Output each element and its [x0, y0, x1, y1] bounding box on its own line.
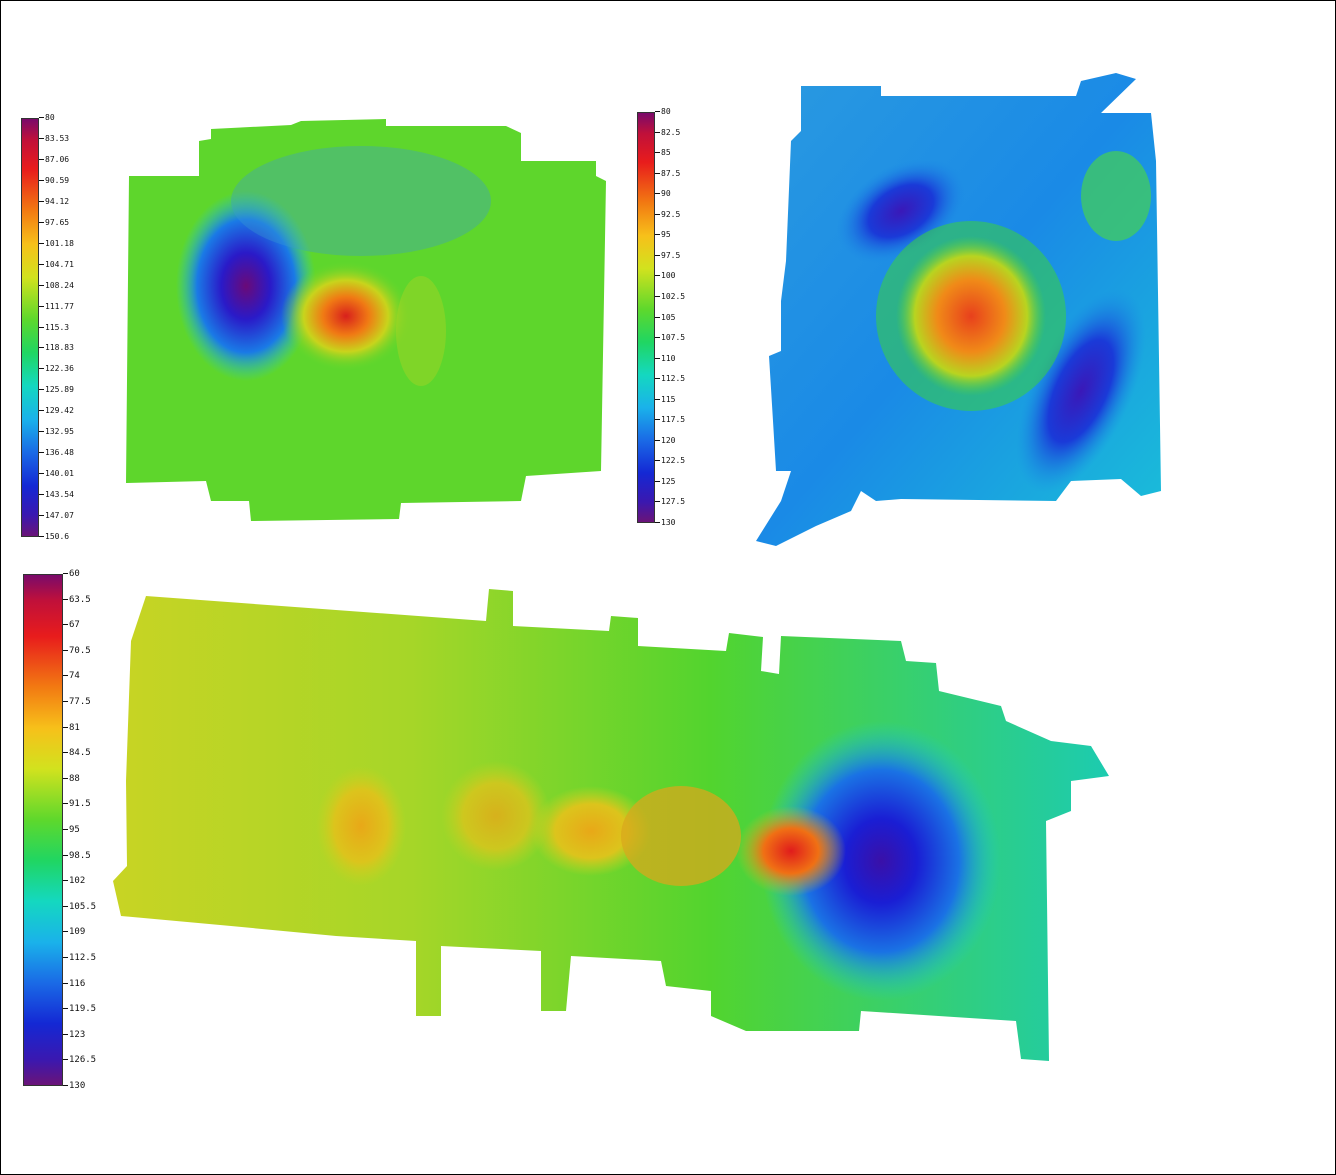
scale-tick-label: 87.5 [654, 168, 681, 178]
scale-tick-label: 74 [63, 671, 80, 682]
scale-tick-label: 109 [62, 927, 86, 938]
scale-tick-label: 80 [39, 113, 55, 122]
scale-tick-label: 115.3 [38, 322, 70, 332]
scale-tick-label: 122.5 [654, 456, 686, 466]
scale-tick-label: 110 [654, 353, 676, 363]
scale-tick-label: 122.36 [39, 364, 74, 374]
scale-tick-label: 94.12 [38, 196, 70, 206]
scale-tick-label: 126.5 [62, 1055, 97, 1066]
scale-tick-label: 82.5 [654, 127, 681, 137]
scale-tick-label: 130 [654, 518, 676, 527]
scale-tick-label: 102 [62, 876, 86, 887]
scale-tick-label: 84.5 [63, 748, 91, 759]
scale-tick-label: 143.54 [39, 490, 74, 500]
color-ramp [21, 118, 39, 537]
scale-tick-label: 90 [655, 189, 671, 199]
color-scale-top-left [21, 118, 39, 537]
scale-tick-label: 95 [655, 230, 671, 240]
scale-tick-label: 80 [655, 107, 671, 116]
scale-tick-label: 105.5 [62, 901, 97, 912]
scale-tick-label: 119.5 [62, 1004, 97, 1015]
scale-tick-label: 97.65 [38, 217, 70, 227]
color-ramp [637, 112, 655, 523]
scale-tick-label: 118.83 [39, 343, 74, 353]
scale-tick-label: 91.5 [63, 799, 91, 810]
scale-tick-label: 100 [654, 271, 676, 281]
scale-tick-label: 117.5 [654, 415, 686, 425]
scale-tick-label: 112.5 [62, 953, 97, 963]
scale-tick-label: 101.18 [39, 238, 74, 248]
scale-tick-label: 81 [63, 722, 80, 733]
scale-tick-label: 63.5 [63, 594, 91, 605]
scale-tick-label: 95 [63, 825, 80, 835]
scale-tick-label: 97.5 [654, 250, 681, 260]
scale-tick-label: 107.5 [654, 333, 686, 343]
scale-tick-label: 125 [654, 476, 676, 486]
scale-tick-label: 127.5 [654, 497, 686, 507]
scale-tick-label: 98.5 [63, 850, 91, 861]
scale-tick-label: 111.77 [39, 301, 74, 311]
scale-tick-label: 67 [63, 620, 80, 631]
scale-tick-label: 90.59 [38, 175, 70, 185]
scale-tick-label: 130 [62, 1081, 86, 1091]
scale-tick-label: 123 [62, 1029, 86, 1040]
color-ramp [23, 574, 63, 1086]
scale-tick-label: 150.6 [38, 532, 70, 541]
scale-tick-label: 60 [63, 569, 80, 579]
scale-tick-label: 102.5 [654, 291, 686, 301]
scale-tick-label: 112.5 [654, 374, 686, 384]
scale-tick-label: 104.71 [39, 259, 74, 269]
color-scale-top-right [637, 112, 655, 523]
map-top-left [126, 119, 606, 521]
scale-tick-label: 120 [654, 435, 676, 445]
scale-tick-label: 140.01 [39, 469, 74, 479]
scale-tick-label: 92.5 [654, 209, 681, 219]
scale-tick-label: 85 [655, 148, 671, 158]
scale-tick-label: 129.42 [39, 406, 74, 416]
map-top-right [756, 73, 1161, 546]
scale-tick-label: 116 [62, 978, 86, 989]
scale-tick-label: 70.5 [63, 645, 91, 656]
scale-tick-label: 83.53 [38, 133, 70, 143]
scale-tick-label: 136.48 [39, 448, 74, 458]
color-scale-bottom [23, 574, 63, 1086]
scale-tick-label: 105 [654, 312, 676, 322]
scale-tick-label: 108.24 [39, 280, 74, 290]
scale-tick-label: 132.95 [39, 427, 74, 437]
scale-tick-label: 77.5 [63, 697, 91, 707]
scale-tick-label: 88 [63, 773, 80, 784]
scale-tick-label: 87.06 [38, 154, 70, 164]
scale-tick-label: 125.89 [39, 385, 74, 395]
map-bottom [113, 589, 1109, 1061]
scale-tick-label: 147.07 [39, 511, 74, 521]
scale-tick-label: 115 [654, 394, 676, 404]
